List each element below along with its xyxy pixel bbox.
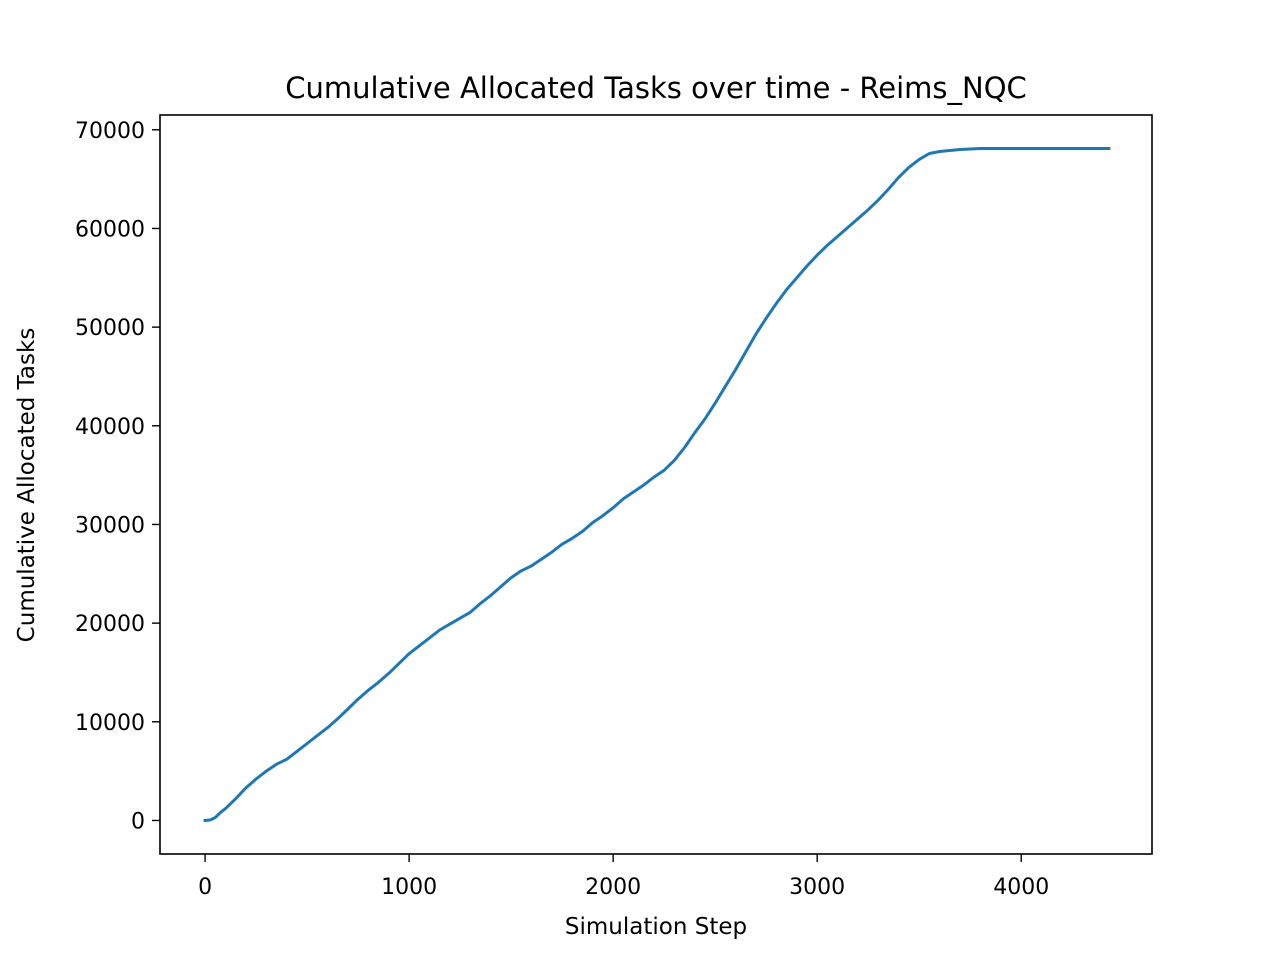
x-tick-label: 0 <box>198 875 212 900</box>
chart-title: Cumulative Allocated Tasks over time - R… <box>285 71 1027 105</box>
y-tick-label: 60000 <box>75 217 145 242</box>
x-axis-ticks: 0 1000 2000 3000 4000 <box>198 854 1049 900</box>
y-tick-label: 70000 <box>75 119 145 144</box>
y-tick-label: 30000 <box>75 513 145 538</box>
x-tick-label: 2000 <box>585 875 641 900</box>
x-tick-label: 3000 <box>789 875 845 900</box>
y-tick-label: 50000 <box>75 316 145 341</box>
x-tick-label: 4000 <box>993 875 1049 900</box>
y-tick-label: 10000 <box>75 711 145 736</box>
y-tick-label: 40000 <box>75 415 145 440</box>
x-tick-label: 1000 <box>381 875 437 900</box>
y-axis-ticks: 0 10000 20000 30000 40000 50000 60000 70000 <box>75 119 160 834</box>
y-tick-label: 20000 <box>75 612 145 637</box>
x-axis-label: Simulation Step <box>565 914 747 940</box>
series-layer <box>203 147 1111 823</box>
series-line <box>203 147 1111 823</box>
y-tick-label: 0 <box>131 809 145 834</box>
y-axis-label: Cumulative Allocated Tasks <box>14 328 40 643</box>
plot-frame <box>159 114 1153 855</box>
